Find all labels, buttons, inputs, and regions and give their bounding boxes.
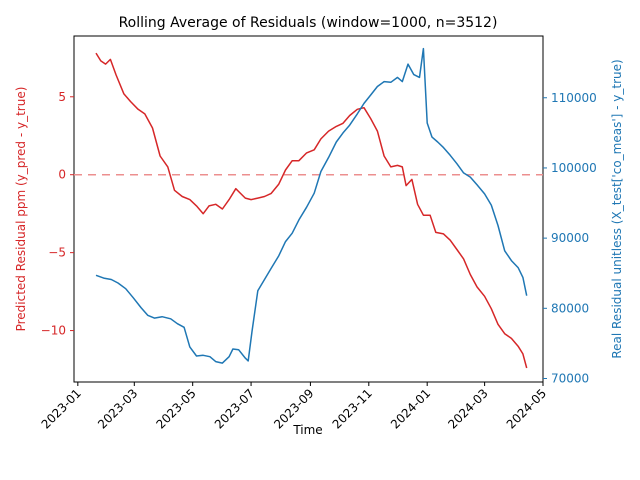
predicted-residual-line [95, 52, 528, 369]
right-y-tick-label: 90000 [551, 231, 589, 245]
right-y-axis-ticks: 70000 80000 90000 100000 110000 [543, 91, 597, 385]
x-tick-label: 2023-03 [95, 386, 140, 431]
right-y-tick-label: 110000 [551, 91, 597, 105]
real-residual-line [95, 47, 528, 364]
left-y-tick-label: −10 [41, 324, 66, 338]
right-y-tick-label: 100000 [551, 161, 597, 175]
x-tick-label: 2023-05 [153, 386, 198, 431]
left-y-tick-label: 0 [58, 168, 66, 182]
left-y-tick-label: 5 [58, 90, 66, 104]
x-tick-label: 2023-07 [212, 386, 257, 431]
right-y-tick-label: 70000 [551, 371, 589, 385]
left-y-axis-ticks: −10 −5 0 5 [41, 90, 74, 338]
chart-title: Rolling Average of Residuals (window=100… [119, 15, 498, 31]
x-tick-label: 2023-11 [330, 386, 375, 431]
x-tick-label: 2024-03 [445, 386, 490, 431]
right-y-tick-label: 80000 [551, 301, 589, 315]
x-tick-label: 2024-01 [388, 386, 433, 431]
plot-area [73, 35, 544, 383]
plot-frame [73, 35, 544, 383]
x-axis-title: Time [292, 423, 322, 437]
x-tick-label: 2024-05 [504, 386, 549, 431]
left-y-axis-title: Predicted Residual ppm (y_pred - y_true) [14, 87, 28, 332]
x-tick-label: 2023-01 [39, 386, 84, 431]
left-y-tick-label: −5 [48, 246, 66, 260]
right-y-axis-title: Real Residual unitless (X_test['co_meas'… [610, 59, 624, 358]
